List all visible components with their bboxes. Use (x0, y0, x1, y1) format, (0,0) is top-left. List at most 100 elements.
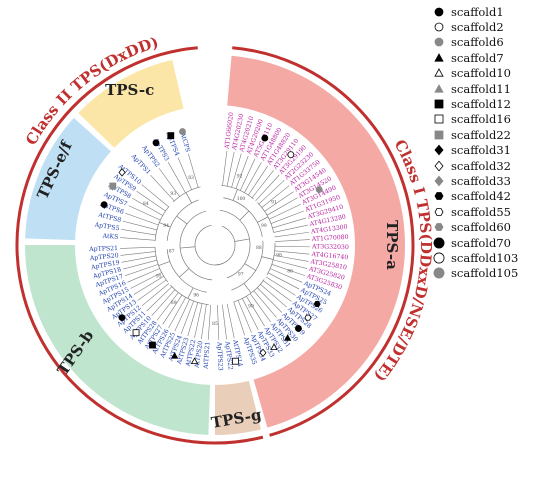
legend-symbol (434, 22, 444, 32)
tree-branch (188, 153, 199, 188)
scaffold-marker (149, 341, 156, 349)
tree-branch (168, 297, 186, 329)
tree-branch (177, 157, 192, 190)
tree-branch (141, 184, 169, 208)
tree-branch (194, 224, 236, 266)
bootstrap-value: 100 (237, 196, 246, 202)
scaffold-marker (270, 343, 278, 350)
tree-branch (166, 249, 207, 293)
tree-branch (274, 245, 310, 248)
tree-branch (255, 174, 280, 201)
legend-label: scaffold42 (451, 189, 511, 204)
tree-branch (270, 210, 304, 224)
tree-branch (141, 283, 170, 307)
tree-branch (265, 276, 296, 296)
tree-branch (256, 287, 283, 313)
legend-hexagon-icon (434, 192, 444, 201)
tree-branch (271, 264, 306, 276)
bootstrap-value: 95 (156, 274, 162, 280)
tree-branch (274, 239, 310, 242)
legend-item: scaffold55 (433, 204, 549, 219)
legend-symbol (433, 267, 445, 279)
scaffold-marker (313, 301, 321, 307)
tree-branch (239, 210, 250, 221)
legend-hexagon-icon (434, 223, 444, 232)
tree-branch (146, 286, 173, 312)
subfamily-band-ef (25, 117, 111, 241)
leaf-label: ApTPS20 (89, 252, 119, 262)
legend-item: scaffold70 (433, 235, 549, 250)
tree-branch (222, 150, 228, 186)
tree-branch (219, 209, 251, 279)
scaffold-marker (167, 132, 175, 139)
bootstrap-value: 88 (256, 245, 262, 251)
tree-branch (136, 190, 166, 212)
legend-symbol (434, 130, 444, 140)
tree-branch (274, 231, 310, 238)
legend-item: scaffold60 (433, 219, 549, 234)
tree-branch (248, 165, 268, 196)
bootstrap-value: 83 (188, 175, 194, 181)
tree-branch (251, 170, 274, 198)
leaf-label: AT1G66020 (224, 112, 236, 150)
scaffold-marker (152, 139, 160, 147)
leaf-label: AT1G70080 (311, 234, 349, 243)
subfamily-band-c (78, 59, 184, 148)
leaf-label: ApTPS22 (223, 340, 234, 371)
legend-symbol (434, 223, 444, 232)
bootstrap-value: 98 (276, 252, 282, 258)
tree-branch (127, 268, 160, 283)
legend-item: scaffold16 (433, 112, 549, 127)
legend-bigcircle-icon (433, 237, 445, 249)
leaf-label: AtKS (101, 233, 118, 241)
legend-symbol (434, 175, 444, 187)
legend-triangle-icon (434, 53, 444, 62)
tree-branch (258, 179, 285, 205)
tree-branch (237, 300, 252, 333)
legend-item: scaffold2 (433, 19, 549, 34)
tree-branch (274, 255, 309, 262)
legend-circle-icon (434, 22, 444, 32)
leaf-label: AtTPS20 (193, 340, 204, 369)
legend-label: scaffold2 (451, 20, 504, 35)
tree-branch (242, 298, 259, 330)
legend-symbol (434, 83, 444, 93)
scaffold-marker (109, 182, 117, 190)
legend-triangle-icon (434, 68, 444, 77)
tree-branch (154, 206, 170, 241)
leaf-label: ApTPS21 (88, 245, 118, 253)
tree-branch (269, 204, 301, 220)
bootstrap-value: 89 (171, 300, 177, 306)
bootstrap-value: 96 (193, 293, 199, 299)
legend-item: scaffold33 (433, 173, 549, 188)
tree-branch (194, 303, 203, 338)
tree-branch (257, 216, 269, 223)
legend-label: scaffold10 (451, 66, 511, 81)
tree-branch (274, 250, 310, 255)
tree-branch (231, 240, 264, 291)
tree-branch (239, 158, 256, 191)
legend-symbol (434, 7, 444, 17)
tree-branch (120, 237, 156, 241)
legend-label: scaffold22 (451, 127, 511, 142)
tree-branch (166, 199, 199, 241)
scaffold-marker (170, 352, 179, 359)
tree-branch (150, 174, 175, 202)
scaffold-marker (287, 151, 295, 159)
tree-branch (162, 294, 183, 325)
leaf-label: AtTPS21 (203, 341, 212, 370)
tree-branch (120, 246, 156, 249)
legend-symbol (433, 252, 445, 264)
tree-branch (249, 293, 271, 323)
tree-branch (273, 259, 308, 269)
tree-branch (180, 246, 196, 249)
tree-branch (179, 210, 212, 281)
legend-symbol (434, 38, 444, 47)
legend-circle-icon (434, 38, 444, 47)
legend-hexagon-icon (434, 207, 444, 216)
tree-branch (233, 279, 265, 303)
tree-branch (217, 304, 220, 340)
legend-label: scaffold12 (451, 97, 511, 112)
legend-label: scaffold32 (451, 158, 511, 173)
